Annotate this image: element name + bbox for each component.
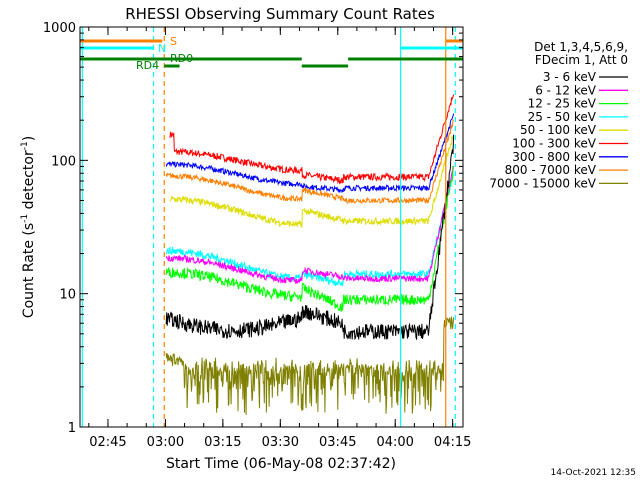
y-axis-label-mid: detector (21, 150, 37, 214)
legend-label-0: 3 - 6 keV (543, 70, 597, 84)
x-tick-label: 03:00 (147, 435, 184, 450)
y-axis-label: Count Rate (s-1 detector-1) (20, 136, 37, 318)
legend: Det 1,3,4,5,6,9, FDecim 1, Att 0 3 - 6 k… (489, 40, 628, 190)
legend-label-6: 300 - 800 keV (512, 150, 596, 164)
chart-title: RHESSI Observing Summary Count Rates (125, 5, 435, 23)
x-axis: 02:45 03:00 03:15 03:30 03:45 04:00 04:15 (88, 27, 471, 450)
x-axis-label: Start Time (06-May-08 02:37:42) (166, 456, 396, 472)
legend-label-3: 25 - 50 keV (528, 110, 597, 124)
series-800-7000keV (165, 119, 455, 205)
flag-label-s: S (170, 35, 177, 48)
series-3-6keV (165, 134, 455, 341)
x-tick-label: 03:30 (262, 435, 299, 450)
legend-label-8: 7000 - 15000 keV (489, 176, 596, 190)
y-axis-label-sup1: -1 (20, 214, 30, 223)
y-axis-label-end: ) (21, 136, 37, 141)
legend-label-2: 12 - 25 keV (528, 97, 597, 111)
x-tick-label: 02:45 (89, 435, 126, 450)
series-6-12keV (165, 165, 454, 284)
flag-label-rd0: RD0 (170, 52, 193, 65)
flag-label-n: N (158, 42, 166, 55)
plot-frame (79, 26, 464, 428)
series-25-50keV (165, 173, 454, 287)
legend-label-4: 50 - 100 keV (520, 123, 597, 137)
timestamp: 14-Oct-2021 12:35 (551, 468, 636, 478)
legend-header-1: Det 1,3,4,5,6,9, (534, 40, 628, 54)
x-tick-label: 03:15 (204, 435, 241, 450)
legend-label-7: 800 - 7000 keV (505, 163, 597, 177)
y-tick-label: 10 (59, 288, 76, 303)
series-100-300keV (169, 94, 455, 185)
y-tick-label: 1000 (43, 21, 76, 36)
plot-area: SN RD4 RD0 (80, 27, 463, 427)
x-tick-label: 03:45 (319, 435, 356, 450)
y-axis: 1 10 100 1000 (43, 21, 463, 436)
y-axis-label-main: Count Rate (s (21, 223, 37, 318)
y-tick-label: 1 (68, 421, 76, 436)
series-50-100keV (169, 135, 455, 228)
x-tick-label: 04:00 (376, 435, 413, 450)
y-tick-label: 100 (51, 154, 76, 169)
series-12-25keV (165, 165, 455, 312)
flag-label-rd4: RD4 (136, 59, 159, 72)
legend-label-1: 6 - 12 keV (535, 83, 597, 97)
legend-header-2: FDecim 1, Att 0 (535, 53, 628, 67)
x-tick-label: 04:15 (434, 435, 471, 450)
series-7000-15000keV (165, 316, 455, 415)
y-axis-label-sup2: -1 (20, 141, 30, 150)
legend-label-5: 100 - 300 keV (512, 137, 596, 151)
